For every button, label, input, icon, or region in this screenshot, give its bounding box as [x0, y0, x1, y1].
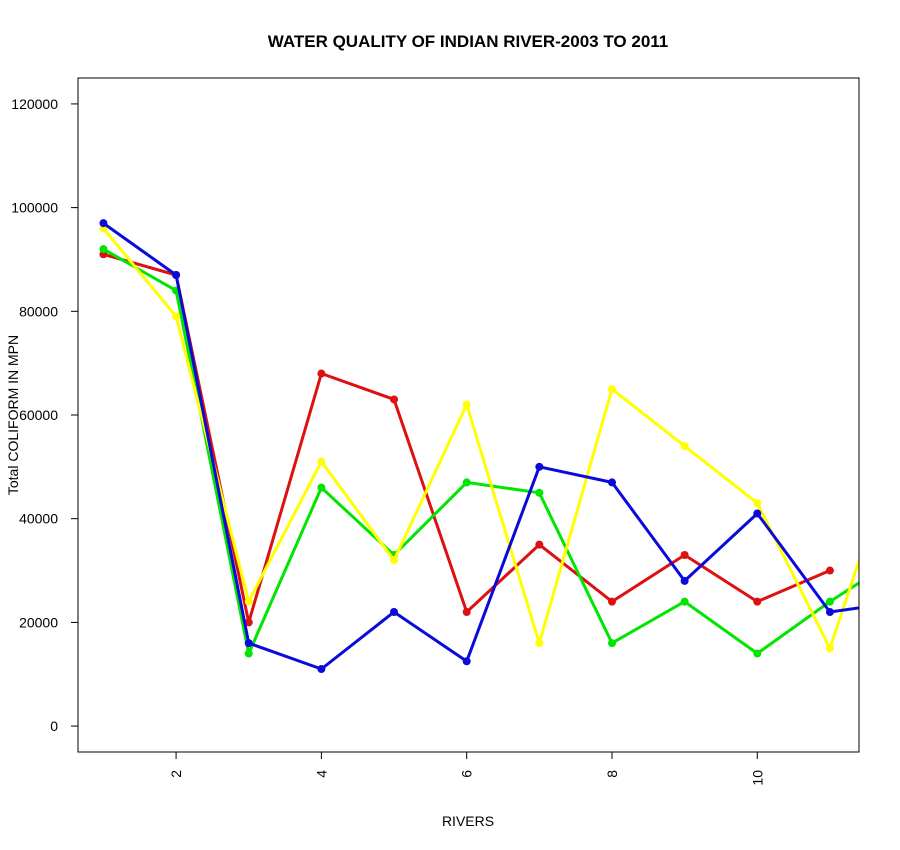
series-3-point: [753, 499, 762, 508]
series-2-point: [462, 478, 471, 487]
series-1-point: [462, 608, 471, 617]
series-1-point: [607, 597, 616, 606]
series-2-point: [244, 649, 253, 658]
series-3-point: [825, 644, 834, 653]
x-tick-label: 6: [459, 770, 475, 778]
series-4-point: [317, 665, 326, 674]
series-line-4: [102, 221, 859, 671]
chart-title: WATER QUALITY OF INDIAN RIVER-2003 TO 20…: [268, 32, 669, 51]
series-2-point: [317, 483, 326, 492]
series-2-point: [680, 597, 689, 606]
y-tick-label: 60000: [19, 407, 58, 423]
series-4-point: [172, 271, 181, 280]
series-4-point: [390, 608, 399, 617]
series-4-point: [535, 462, 544, 471]
y-tick-label: 80000: [19, 303, 58, 319]
y-tick-label: 20000: [19, 614, 58, 630]
series-4-point: [99, 219, 108, 228]
axes: 0 20000 40000 60000 80000 100000 120000 2 4 6 8 10: [11, 96, 765, 786]
series-1-point: [317, 369, 326, 378]
series-4-point: [680, 576, 689, 585]
series-3-point: [462, 400, 471, 409]
x-tick-label: 4: [313, 770, 329, 778]
series-3-point: [535, 639, 544, 648]
series-4-point: [244, 639, 253, 648]
series-3-point: [317, 457, 326, 466]
series-2-point: [535, 488, 544, 497]
series-3-point: [390, 556, 399, 565]
y-tick-label: 40000: [19, 511, 58, 527]
series-line-2: [102, 247, 859, 655]
x-tick-label: 2: [168, 770, 184, 778]
series-1-point: [825, 566, 834, 575]
series-4-point: [753, 509, 762, 518]
series-4-point: [825, 608, 834, 617]
series-2-point: [753, 649, 762, 658]
series-1-point: [753, 597, 762, 606]
series-line-1: [102, 252, 831, 624]
series-1-point: [390, 395, 399, 404]
series-1-point: [244, 618, 253, 627]
x-tick-label: 10: [749, 770, 765, 786]
series-2-point: [607, 639, 616, 648]
series-2-point: [825, 597, 834, 606]
series-4-point: [462, 657, 471, 666]
y-axis-label: Total COLIFORM IN MPN: [5, 335, 21, 495]
plot-area: [99, 219, 859, 674]
series-1-point: [680, 550, 689, 559]
x-axis-label: RIVERS: [442, 813, 494, 829]
series-3-point: [244, 597, 253, 606]
series-3-point: [172, 312, 181, 321]
y-tick-label: 120000: [11, 96, 58, 112]
series-line-3: [102, 227, 859, 650]
series-4-point: [607, 478, 616, 487]
series-3-point: [680, 442, 689, 451]
series-3-point: [607, 385, 616, 394]
x-tick-label: 8: [604, 770, 620, 778]
y-tick-label: 100000: [11, 200, 58, 216]
series-1-point: [535, 540, 544, 549]
series-2-point: [99, 245, 108, 254]
y-tick-label: 0: [50, 718, 58, 734]
